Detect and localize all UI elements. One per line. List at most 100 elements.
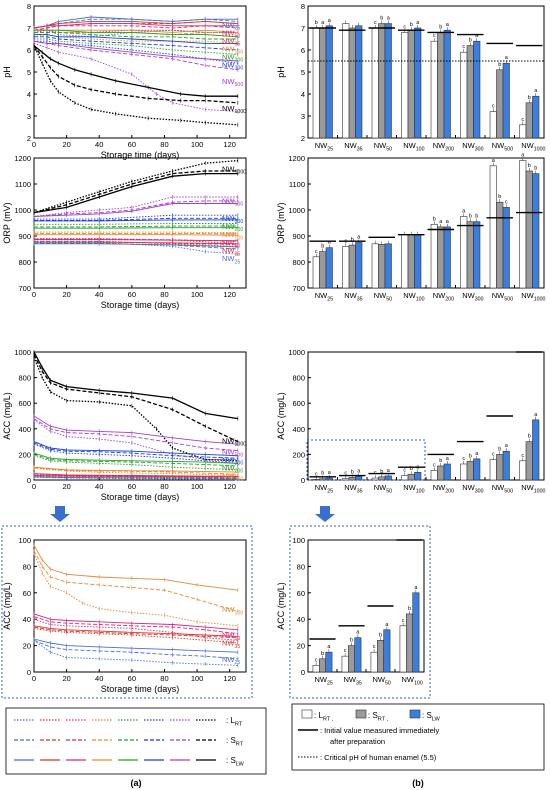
orp_bar-bar-NW50-S xyxy=(378,244,386,289)
acc_line-series-NW50-LW xyxy=(33,473,238,477)
ph_line-label-NW50-sub: 50 xyxy=(235,34,241,40)
orp_bar-sig-letter: c xyxy=(315,249,318,255)
acc_zoom_line-xtick-label: 0 xyxy=(32,674,36,683)
orp_line-series-NW50-L xyxy=(34,238,238,245)
acc_zoom_bar-cat-label-main: NW xyxy=(402,675,415,684)
ph_bar-sig-letter: c xyxy=(492,104,495,110)
acc_zoom_bar-sig-letter: b xyxy=(350,638,353,644)
acc_zoom_line-xtick-label: 60 xyxy=(128,674,136,683)
ph_line-series-NW50-S xyxy=(33,25,238,31)
orp_bar-bar-NW500-L xyxy=(489,165,497,289)
orp_line-series-NW35-L xyxy=(34,240,238,247)
ph_bar-sig-letter: c xyxy=(521,117,524,123)
ph_bar-cat-label-sub: 100 xyxy=(416,146,425,152)
ph_line-ytick-label: 6 xyxy=(27,46,31,55)
acc_zoom_bar-ylabel: ACC (mg/L) xyxy=(276,582,286,630)
acc_line-series-NW1000-LW xyxy=(33,351,238,420)
ph_bar-bar-NW1000-S xyxy=(525,102,533,139)
panel-a-label: (a) xyxy=(131,778,142,788)
orp_line-series-NW500-L xyxy=(33,196,238,217)
acc_bar-cat-label-main: NW xyxy=(344,483,357,492)
acc_zoom_line-label-NW100-main: NW xyxy=(222,605,235,614)
ph_line-series-NW50-LW xyxy=(33,23,238,29)
acc_zoom_bar-bar-NW100-S xyxy=(406,613,413,673)
acc_zoom_line-label-NW25-main: NW xyxy=(222,655,235,664)
ph_bar-cat-label-main: NW xyxy=(403,141,416,150)
ph_bar-sig-letter: c xyxy=(462,44,465,50)
acc_bar-cat-label-sub: 1000 xyxy=(534,488,546,494)
orp_line-series-NW25-LW xyxy=(34,243,238,248)
acc_zoom_bar-cat-label-sub: 35 xyxy=(356,680,362,686)
acc_line-label-NW500: NW500 xyxy=(222,447,243,458)
ph_line-label-NW1000-sub: 1000 xyxy=(235,109,247,115)
acc_zoom_line-series-NW35-S xyxy=(33,626,238,639)
zoom-arrow-left-icon xyxy=(50,506,70,522)
orp_bar-bar-NW25-LW xyxy=(325,247,333,289)
ph_line-label-NW1000: NW1000 xyxy=(222,104,246,115)
acc_line-series-NW100-LW xyxy=(33,466,238,473)
acc_bar-sig-letter: c xyxy=(521,453,524,459)
acc_zoom_line-series-NW35-LW xyxy=(33,625,238,637)
ph_bar-cat-label-sub: 500 xyxy=(504,146,513,152)
orp_bar-sig-letter: b xyxy=(498,194,501,200)
orp_bar-bar-NW25-L xyxy=(312,256,320,289)
legend-a-label-LW: : SLW xyxy=(226,756,244,767)
acc_bar-bar-NW100-S xyxy=(407,473,415,481)
acc_bar-bar-NW500-LW xyxy=(502,450,510,481)
ph_bar-cat-label-sub: 50 xyxy=(386,146,392,152)
ph_bar-cat-label-main: NW xyxy=(492,141,505,150)
acc_line-series-NW1000-L xyxy=(33,356,238,462)
acc_line-series-NW300-LW xyxy=(33,441,238,457)
acc_line-ytick-label: 800 xyxy=(18,374,31,383)
ph_bar-ytick-label: 5 xyxy=(301,68,305,77)
acc_zoom_line-ytick-label: 100 xyxy=(18,536,31,545)
ph_bar-bar-NW1000-LW xyxy=(532,95,540,139)
orp_line-label-NW35-main: NW xyxy=(222,246,235,255)
orp_bar-bar-NW200-S xyxy=(437,226,445,289)
ph_bar-cat-label-sub: 200 xyxy=(445,146,454,152)
acc_bar-cat-label-main: NW xyxy=(462,483,475,492)
orp_line-label-NW35-sub: 35 xyxy=(235,251,241,257)
acc_bar-bar-NW1000-S xyxy=(525,441,533,481)
ph_line-label-NW200: NW200 xyxy=(222,52,243,63)
acc_line-series-NW100-S xyxy=(33,467,238,475)
orp_bar-sig-letter: a xyxy=(521,153,525,159)
ph_bar-bar-NW200-LW xyxy=(443,29,451,139)
orp_bar-bar-NW300-L xyxy=(460,216,468,289)
acc_zoom_line-series-NW50-LW xyxy=(33,613,238,631)
acc_zoom_bar-ytick-label: 100 xyxy=(292,536,305,545)
acc_line-series-NW200-LW xyxy=(33,452,238,464)
acc_bar-cat-label-main: NW xyxy=(492,483,505,492)
orp_bar-sig-letter: b xyxy=(475,214,478,220)
ph_line-series-NW300-S xyxy=(34,36,238,51)
orp_bar-ytick-label: 900 xyxy=(292,232,305,241)
orp_line-ylabel: ORP (mV) xyxy=(2,202,12,243)
acc_bar-bar-NW50-LW xyxy=(384,475,392,481)
orp_line-label-NW100: NW100 xyxy=(222,230,243,241)
acc_zoom_bar-bar-NW100-LW xyxy=(412,592,420,673)
ph_bar-sig-letter: a xyxy=(446,22,450,28)
orp_bar-sig-letter: a xyxy=(328,240,332,246)
ph_line-label-NW100-main: NW xyxy=(222,44,235,53)
acc_line-series-NW500-LW xyxy=(33,415,238,445)
acc_zoom_line-xtick-label: 120 xyxy=(223,674,236,683)
acc_bar-bar-NW500-S xyxy=(496,454,504,481)
acc_line-label-NW500-main: NW xyxy=(222,447,235,456)
legend-a: : LRT: SRT: SLW xyxy=(5,707,267,775)
orp_bar-ytick-label: 1200 xyxy=(288,154,305,163)
acc_bar-cat-label-sub: 200 xyxy=(445,488,454,494)
ph_bar-sig-letter: c xyxy=(433,33,436,39)
orp_line-label-NW25-sub: 25 xyxy=(235,259,241,265)
ph_line-label-NW35: NW35 xyxy=(222,36,240,47)
ph_bar-bar-NW100-L xyxy=(401,32,409,139)
orp_bar-cat-label-main: NW xyxy=(315,291,328,300)
acc_bar-ytick-label: 600 xyxy=(292,399,305,408)
ph_line: 2 3 4 5 6 7 8 pH 0 20 40 60 80 100 120 Storage time (da… xyxy=(2,2,247,160)
acc_bar-cat-label-main: NW xyxy=(374,483,387,492)
legend-a-label-LW-main: : S xyxy=(226,756,236,765)
acc_bar-sig-letter: a xyxy=(328,470,332,476)
acc_zoom_bar-bar-NW50-LW xyxy=(383,629,391,673)
ph_bar-cat-label-main: NW xyxy=(315,141,328,150)
acc_bar-bar-NW100-LW xyxy=(414,472,422,481)
